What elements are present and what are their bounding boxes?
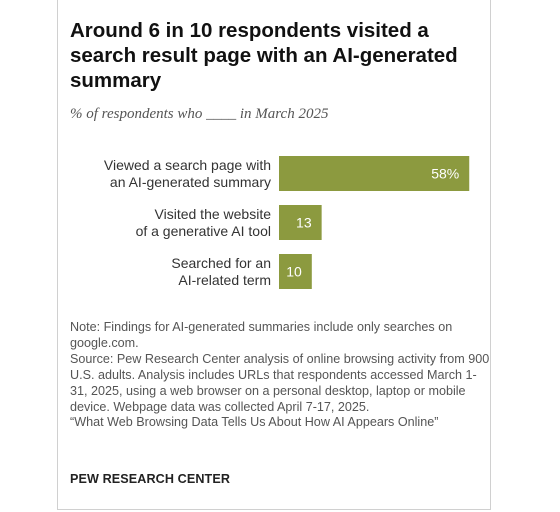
bar-value-label-1: 58% bbox=[431, 166, 459, 182]
bar-value-label-2: 13 bbox=[296, 215, 312, 231]
source-text: Source: Pew Research Center analysis of … bbox=[70, 351, 490, 414]
category-label-3-line-2: AI-related term bbox=[178, 272, 271, 288]
bar-3 bbox=[279, 254, 312, 289]
bar-1 bbox=[279, 156, 470, 191]
category-label-1-line-1: Viewed a search page with bbox=[104, 157, 271, 173]
report-title: “What Web Browsing Data Tells Us About H… bbox=[70, 415, 439, 430]
category-label-3-line-1: Searched for an bbox=[171, 255, 271, 271]
organization-name: PEW RESEARCH CENTER bbox=[70, 472, 231, 486]
category-label-2-line-2: of a generative AI tool bbox=[136, 223, 271, 239]
chart-notes: Note: Findings for AI-generated summarie… bbox=[70, 320, 490, 431]
category-label-2-line-1: Visited the website bbox=[155, 206, 272, 222]
chart-subtitle: % of respondents who ____ in March 2025 bbox=[70, 106, 329, 122]
bar-value-label-3: 10 bbox=[286, 264, 302, 280]
bar-2 bbox=[279, 205, 322, 240]
chart-frame bbox=[57, 0, 491, 510]
note-text: Note: Findings for AI-generated summarie… bbox=[70, 320, 453, 350]
category-label-1-line-2: an AI-generated summary bbox=[110, 174, 271, 190]
chart-title: Around 6 in 10 respondents visited a sea… bbox=[70, 19, 458, 92]
